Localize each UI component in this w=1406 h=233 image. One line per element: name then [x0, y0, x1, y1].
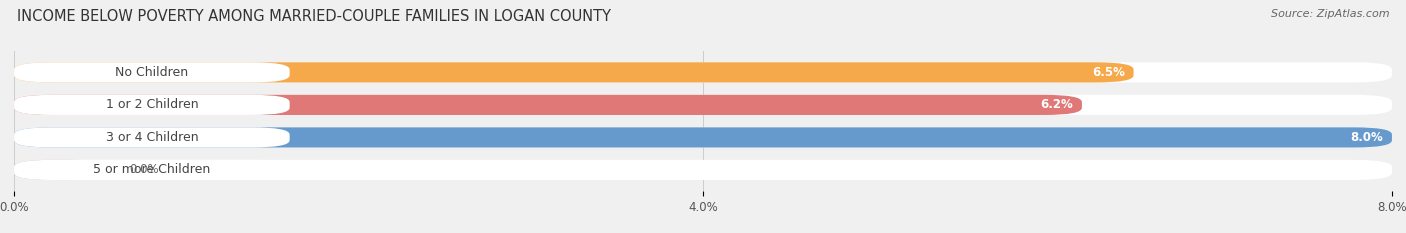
Text: 8.0%: 8.0% — [1351, 131, 1384, 144]
FancyBboxPatch shape — [14, 62, 1392, 82]
FancyBboxPatch shape — [14, 127, 1392, 147]
Text: 6.5%: 6.5% — [1092, 66, 1125, 79]
FancyBboxPatch shape — [14, 160, 108, 180]
FancyBboxPatch shape — [14, 62, 1133, 82]
Text: 6.2%: 6.2% — [1040, 98, 1073, 111]
Text: No Children: No Children — [115, 66, 188, 79]
FancyBboxPatch shape — [14, 160, 290, 180]
Text: 3 or 4 Children: 3 or 4 Children — [105, 131, 198, 144]
Text: INCOME BELOW POVERTY AMONG MARRIED-COUPLE FAMILIES IN LOGAN COUNTY: INCOME BELOW POVERTY AMONG MARRIED-COUPL… — [17, 9, 610, 24]
Text: 1 or 2 Children: 1 or 2 Children — [105, 98, 198, 111]
FancyBboxPatch shape — [14, 62, 290, 82]
Text: Source: ZipAtlas.com: Source: ZipAtlas.com — [1271, 9, 1389, 19]
FancyBboxPatch shape — [14, 95, 290, 115]
FancyBboxPatch shape — [14, 95, 1083, 115]
FancyBboxPatch shape — [14, 127, 1392, 147]
FancyBboxPatch shape — [14, 127, 290, 147]
FancyBboxPatch shape — [14, 160, 1392, 180]
Text: 5 or more Children: 5 or more Children — [93, 163, 211, 176]
FancyBboxPatch shape — [14, 95, 1392, 115]
Text: 0.0%: 0.0% — [129, 163, 159, 176]
